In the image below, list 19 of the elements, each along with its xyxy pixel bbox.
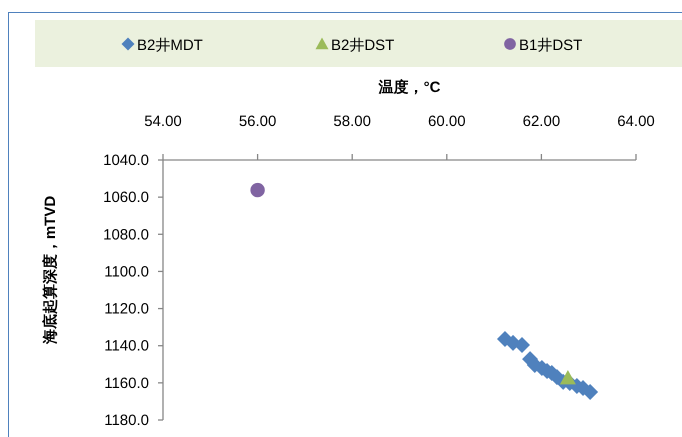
x-tick-label: 54.00 (144, 113, 182, 130)
legend-label: B2井DST (331, 37, 394, 54)
x-tick-label: 58.00 (333, 113, 371, 130)
x-tick-label: 60.00 (428, 113, 466, 130)
y-tick-label: 1120.0 (104, 300, 149, 318)
x-tick-label: 56.00 (238, 113, 276, 130)
legend-label: B1井DST (519, 37, 582, 54)
y-tick-label: 1100.0 (104, 263, 149, 280)
y-tick-label: 1180.0 (104, 412, 149, 429)
x-axis-title: 温度，°C (378, 78, 441, 96)
y-tick-label: 1040.0 (103, 152, 149, 169)
y-tick-label: 1080.0 (103, 226, 149, 244)
y-tick-label: 1160.0 (104, 374, 149, 392)
y-axis-title: 海底起算深度，mTVD (41, 196, 59, 346)
x-tick-label: 62.00 (522, 113, 560, 130)
y-tick-label: 1060.0 (103, 189, 149, 206)
y-tick-label: 1140.0 (104, 338, 149, 355)
legend-label: B2井MDT (137, 37, 203, 54)
x-tick-label: 64.00 (617, 113, 655, 130)
